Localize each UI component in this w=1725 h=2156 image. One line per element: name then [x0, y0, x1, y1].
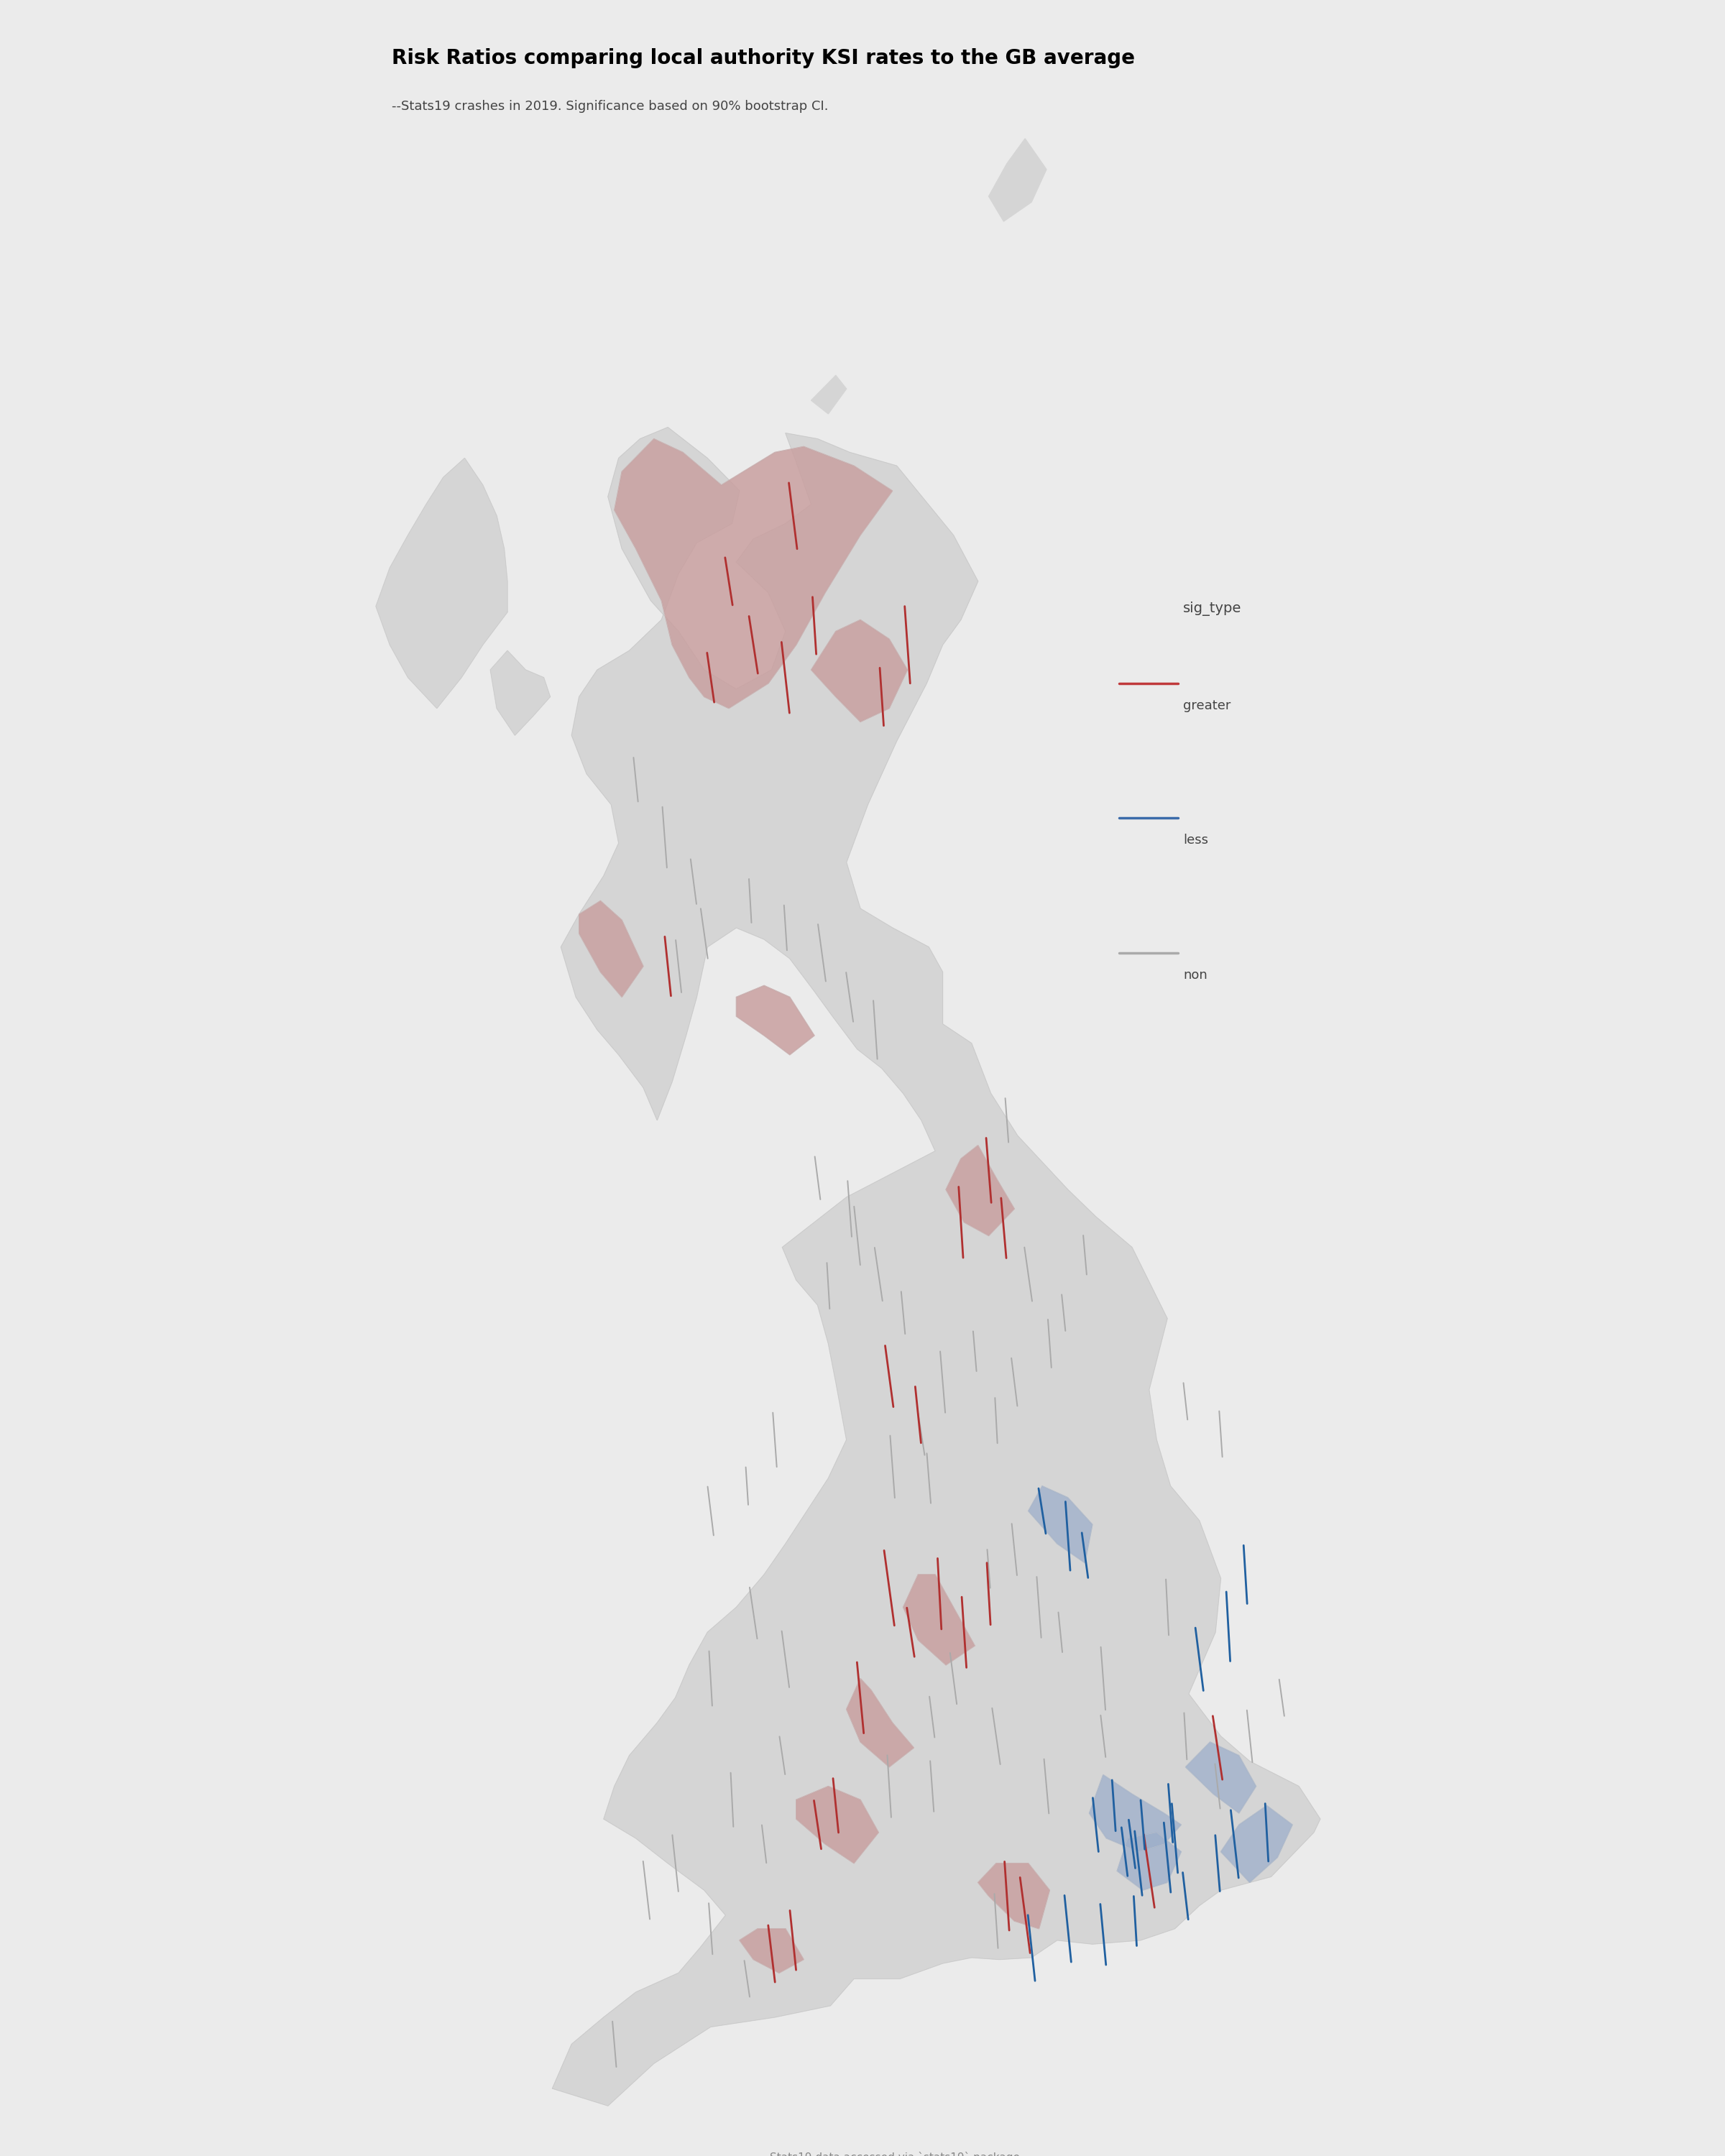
Polygon shape — [988, 138, 1047, 222]
Text: Risk Ratios comparing local authority KSI rates to the GB average: Risk Ratios comparing local authority KS… — [392, 47, 1135, 69]
Polygon shape — [978, 1863, 1049, 1930]
Polygon shape — [552, 427, 1320, 2106]
Polygon shape — [1185, 1742, 1256, 1813]
Polygon shape — [580, 901, 643, 996]
Polygon shape — [797, 1787, 878, 1863]
Polygon shape — [737, 985, 814, 1054]
Polygon shape — [1088, 1774, 1182, 1852]
Polygon shape — [1028, 1485, 1092, 1563]
Polygon shape — [1221, 1805, 1292, 1882]
Text: non: non — [1183, 968, 1207, 981]
Polygon shape — [811, 375, 847, 414]
Polygon shape — [811, 619, 907, 722]
Text: less: less — [1183, 834, 1209, 847]
Text: sig_type: sig_type — [1183, 602, 1242, 617]
Polygon shape — [945, 1145, 1014, 1235]
Text: greater: greater — [1183, 699, 1232, 711]
Polygon shape — [740, 1930, 804, 1973]
Text: Stats19 data accessed via `stats19` package: Stats19 data accessed via `stats19` pack… — [769, 2152, 1019, 2156]
Text: --Stats19 crashes in 2019. Significance based on 90% bootstrap CI.: --Stats19 crashes in 2019. Significance … — [392, 99, 828, 112]
Polygon shape — [490, 651, 550, 735]
Polygon shape — [376, 457, 507, 709]
Polygon shape — [904, 1574, 975, 1664]
Polygon shape — [614, 440, 892, 709]
Polygon shape — [847, 1680, 914, 1768]
Polygon shape — [1118, 1833, 1182, 1891]
